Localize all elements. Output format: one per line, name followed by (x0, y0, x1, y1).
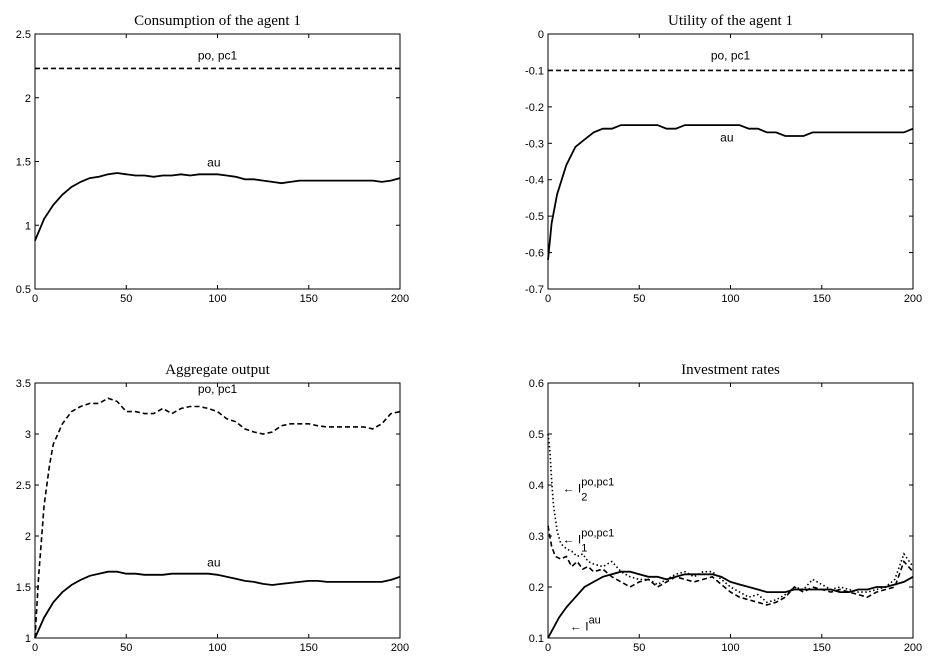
chart-title: Utility of the agent 1 (668, 13, 793, 29)
y-tick-label: 1 (25, 633, 31, 645)
series-line-au (34, 570, 401, 639)
y-tick-label: 1.5 (16, 582, 31, 594)
annotation-text: au (720, 130, 733, 144)
y-tick-label: 1.5 (16, 157, 31, 169)
x-tick-label: 0 (32, 293, 38, 305)
x-tick-label: 150 (813, 293, 831, 305)
y-tick-label: -0.5 (525, 211, 544, 223)
y-tick-label: 0.3 (529, 531, 544, 543)
plot-frame (34, 382, 401, 639)
series-line-au (34, 172, 401, 241)
chart-title: Aggregate output (165, 362, 270, 378)
y-tick-label: 0.6 (529, 378, 544, 390)
x-tick-label: 0 (32, 642, 38, 654)
chart-panel-1: Consumption of the agent 1 0 50 100 150 200 0.… (16, 13, 409, 305)
y-tick-label: 1 (25, 220, 31, 232)
chart-panel-4: Investment rates 0 50 100 150 200 0.1 0.2 0.3 0.4… (529, 362, 922, 654)
x-tick-label: 100 (208, 642, 226, 654)
y-tick-label: 0.5 (529, 429, 544, 441)
annotation-text: po, pc1 (198, 382, 238, 396)
annotation-subscript: 2 (581, 492, 587, 504)
x-tick-label: 0 (545, 642, 551, 654)
y-tick-label: -0.7 (525, 284, 544, 296)
annotation-superscript: po,pc1 (581, 528, 614, 540)
annotation-text: au (207, 556, 220, 570)
chart-title: Investment rates (681, 362, 780, 378)
annotation-label: au (207, 156, 220, 170)
series-line-po-pc1 (34, 397, 401, 639)
y-tick-label: 2 (25, 531, 31, 543)
chart-panel-3: Aggregate output 0 50 100 150 200 1 1.5 2 2.5 3 3.5… (16, 362, 409, 654)
annotation-superscript: po,pc1 (581, 477, 614, 489)
y-tick-label: -0.3 (525, 138, 544, 150)
annotation-label: po, pc1 (198, 49, 238, 63)
y-tick-label: -0.6 (525, 248, 544, 260)
annotation-text: po, pc1 (198, 49, 238, 63)
plot-frame (547, 382, 914, 639)
annotation-superscript: au (589, 614, 601, 626)
chart-title: Consumption of the agent 1 (134, 13, 301, 29)
x-tick-label: 200 (391, 642, 409, 654)
y-tick-label: -0.1 (525, 65, 544, 77)
y-tick-label: 2.5 (16, 29, 31, 41)
y-tick-label: 2.5 (16, 480, 31, 492)
x-tick-label: 150 (300, 293, 318, 305)
y-tick-label: 0.2 (529, 582, 544, 594)
x-tick-label: 100 (208, 293, 226, 305)
x-tick-label: 50 (120, 293, 132, 305)
x-tick-label: 50 (120, 642, 132, 654)
annotation-text: po, pc1 (711, 49, 751, 63)
y-tick-label: 0.4 (529, 480, 544, 492)
x-tick-label: 200 (904, 293, 922, 305)
annotation-text: ← I (563, 533, 582, 547)
y-tick-label: -0.4 (525, 175, 544, 187)
x-tick-label: 100 (721, 642, 739, 654)
annotation-label: ← Iau (570, 614, 601, 633)
x-tick-label: 100 (721, 293, 739, 305)
chart-panel-2: Utility of the agent 1 0 50 100 150 200 -0.7 -0… (525, 13, 922, 305)
plot-frame (547, 33, 914, 290)
y-tick-label: 2 (25, 93, 31, 105)
annotation-text: ← I (563, 482, 582, 496)
annotation-subscript: 1 (581, 543, 587, 555)
y-tick-label: 0 (538, 29, 544, 41)
x-tick-label: 200 (904, 642, 922, 654)
series-line-i2-po-pc1 (547, 433, 914, 604)
series-line-au (547, 124, 914, 260)
annotation-label: ← Ipo,pc1 1 (563, 528, 615, 555)
x-tick-label: 200 (391, 293, 409, 305)
x-tick-label: 150 (300, 642, 318, 654)
x-tick-label: 0 (545, 293, 551, 305)
x-tick-label: 150 (813, 642, 831, 654)
x-tick-label: 50 (633, 642, 645, 654)
annotation-label: au (720, 130, 733, 144)
annotation-label: ← Ipo,pc1 2 (563, 477, 615, 504)
x-tick-label: 50 (633, 293, 645, 305)
y-tick-label: 0.1 (529, 633, 544, 645)
y-tick-label: 0.5 (16, 284, 31, 296)
plot-frame (34, 33, 401, 290)
y-tick-label: 3 (25, 429, 31, 441)
y-tick-label: 3.5 (16, 378, 31, 390)
y-tick-label: -0.2 (525, 102, 544, 114)
series-line-i-au (547, 570, 914, 639)
annotation-text: au (207, 156, 220, 170)
annotation-label: po, pc1 (711, 49, 751, 63)
annotation-label: au (207, 556, 220, 570)
annotation-label: po, pc1 (198, 382, 238, 396)
annotation-text: ← I (570, 619, 589, 633)
